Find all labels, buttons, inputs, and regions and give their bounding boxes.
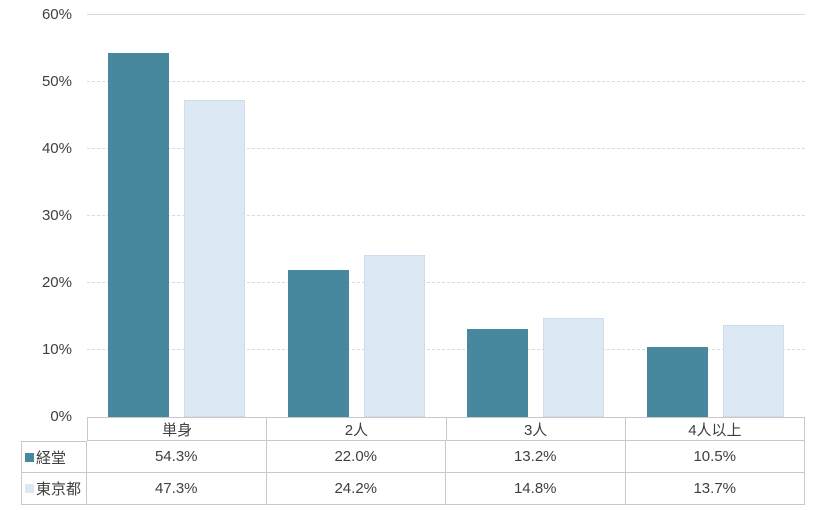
category-header-3人: 3人 xyxy=(446,417,626,441)
table-header-row: 単身 2人 3人 4人以上 xyxy=(21,417,805,441)
gridline xyxy=(87,215,805,216)
value-cell-東京都-2人: 24.2% xyxy=(266,473,446,505)
gridline xyxy=(87,282,805,283)
y-axis: 0% 10% 20% 30% 40% 50% 60% xyxy=(0,6,76,425)
value-cell-東京都-4人以上: 13.7% xyxy=(625,473,805,505)
bar-東京都-2人 xyxy=(363,254,425,417)
bar-経堂-4人以上 xyxy=(646,346,708,417)
legend-swatch-icon xyxy=(25,452,34,462)
y-axis-tick-label: 0% xyxy=(50,408,72,425)
gridline xyxy=(87,14,805,15)
table-row-経堂: 経堂 54.3% 22.0% 13.2% 10.5% xyxy=(21,441,805,473)
legend-cell-東京都: 東京都 xyxy=(21,473,87,505)
value-cell-経堂-3人: 13.2% xyxy=(446,441,626,473)
category-header-単身: 単身 xyxy=(87,417,268,441)
y-axis-tick-label: 50% xyxy=(41,73,72,90)
bar-東京都-3人 xyxy=(543,317,605,417)
series-name: 経堂 xyxy=(36,449,67,467)
bar-経堂-3人 xyxy=(467,328,529,417)
table-row-東京都: 東京都 47.3% 24.2% 14.8% 13.7% xyxy=(21,473,805,505)
bar-東京都-4人以上 xyxy=(722,325,784,417)
plot-area xyxy=(87,14,805,417)
gridline xyxy=(87,148,805,149)
y-axis-tick-label: 60% xyxy=(41,6,72,23)
bar-東京都-単身 xyxy=(184,100,246,417)
bar-経堂-2人 xyxy=(287,269,349,417)
value-cell-経堂-単身: 54.3% xyxy=(87,441,267,473)
y-axis-tick-label: 40% xyxy=(41,140,72,157)
legend-cell-経堂: 経堂 xyxy=(21,441,87,473)
value-cell-経堂-4人以上: 10.5% xyxy=(625,441,805,473)
gridline xyxy=(87,81,805,82)
y-axis-tick-label: 30% xyxy=(41,207,72,224)
value-cell-経堂-2人: 22.0% xyxy=(266,441,446,473)
y-axis-tick-label: 10% xyxy=(41,341,72,358)
legend-swatch-icon xyxy=(25,484,34,493)
category-header-2人: 2人 xyxy=(267,417,447,441)
category-header-4人以上: 4人以上 xyxy=(625,417,805,441)
gridline xyxy=(87,349,805,350)
value-cell-東京都-単身: 47.3% xyxy=(87,473,267,505)
bar-経堂-単身 xyxy=(108,53,170,417)
value-cell-東京都-3人: 14.8% xyxy=(446,473,626,505)
table-corner-cell xyxy=(21,417,87,441)
y-axis-tick-label: 20% xyxy=(41,274,72,291)
data-table: 単身 2人 3人 4人以上経堂 54.3% 22.0% 13.2% 10.5% 東京都 47.3%… xyxy=(21,417,805,505)
series-name: 東京都 xyxy=(36,481,82,498)
